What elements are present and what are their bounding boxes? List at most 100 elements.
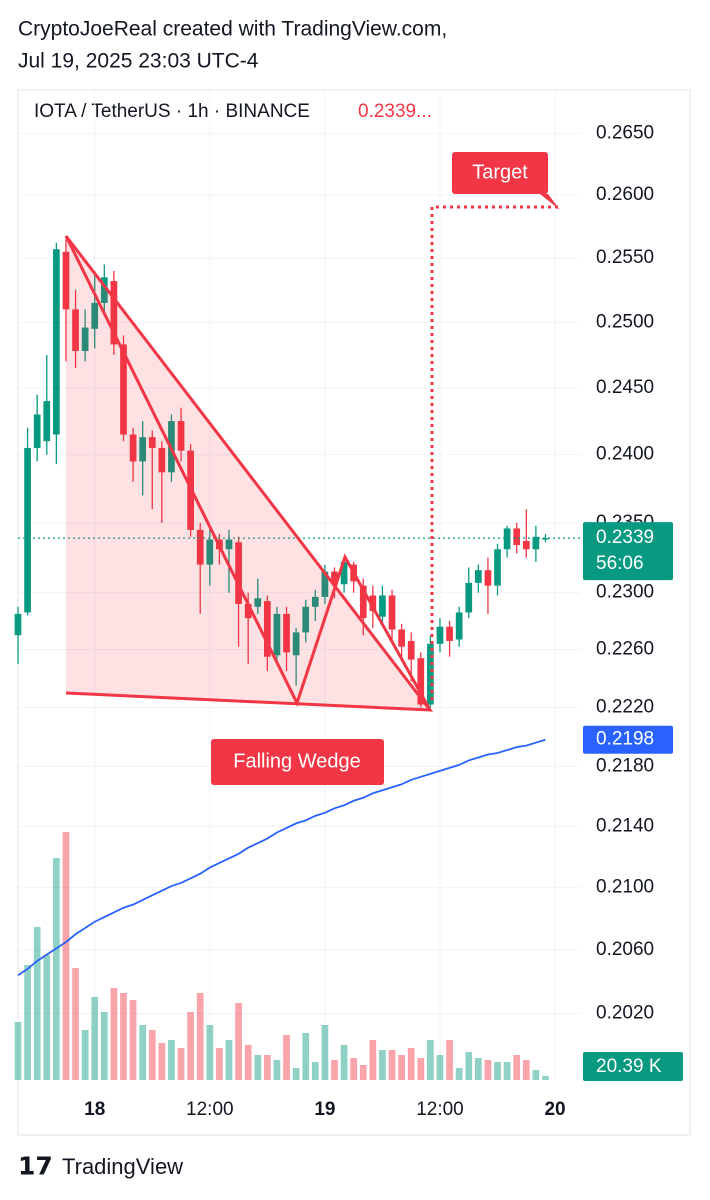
volume-bar: [388, 1050, 396, 1080]
volume-bar: [129, 1000, 137, 1080]
candle-body: [292, 632, 300, 656]
candle-body: [235, 542, 242, 604]
candle-body: [388, 595, 396, 630]
volume-bar: [398, 1055, 405, 1080]
volume-bar: [292, 1068, 300, 1080]
volume-bar: [91, 997, 99, 1080]
volume-bar: [359, 1065, 367, 1080]
candle-body: [148, 437, 156, 448]
y-tick-label: 0.2140: [596, 815, 654, 836]
volume-bar: [100, 1012, 108, 1080]
candle-body: [427, 643, 434, 705]
volume-bar: [407, 1048, 415, 1080]
volume-bar: [311, 1062, 319, 1080]
volume-bar: [522, 1060, 530, 1080]
volume-bar: [148, 1030, 156, 1080]
candle-body: [91, 302, 99, 329]
y-tick-label: 0.2300: [596, 582, 654, 603]
volume-bar: [474, 1058, 482, 1080]
volume-bar: [235, 1003, 242, 1080]
volume-bar: [417, 1058, 425, 1080]
candle-body: [513, 528, 521, 546]
price-badge: [583, 522, 673, 581]
volume-bar: [120, 993, 127, 1080]
candle-body: [110, 281, 118, 345]
credit: CryptoJoeReal created with TradingView.c…: [18, 18, 447, 41]
candle-body: [283, 613, 290, 653]
y-tick-label: 0.2220: [596, 696, 654, 717]
target-pointer: [540, 194, 560, 210]
candle-body: [196, 529, 204, 565]
ma-badge: [583, 725, 673, 754]
candle-body: [340, 561, 348, 585]
candle-body: [254, 598, 262, 607]
candle-body: [474, 570, 482, 583]
axis-labels: 0.2650 0.2600 0.2550 0.2500 0.2450 0.2400 0.23…: [84, 122, 683, 1120]
candle-body: [331, 571, 338, 585]
volume-bar: [72, 968, 79, 1080]
volume-bar: [273, 1060, 281, 1080]
candle-body: [263, 601, 271, 657]
candle-body: [100, 277, 108, 303]
volume-bar: [62, 832, 70, 1080]
candle-body: [158, 447, 166, 473]
volume-bar: [455, 1068, 463, 1080]
wedge-zigzag: [64, 235, 432, 711]
candle-body: [503, 528, 511, 550]
candle-body: [369, 595, 377, 612]
candle-body: [446, 626, 453, 641]
candle-body: [72, 309, 79, 351]
volume-bar: [14, 1022, 22, 1080]
candle-body: [494, 549, 501, 586]
candle-body: [177, 421, 185, 451]
volume-bar: [225, 1040, 233, 1080]
wedge-box: [211, 739, 384, 785]
x-tick-label: 19: [314, 1099, 335, 1120]
candle-body: [81, 327, 89, 351]
header-price: 0.2339...: [358, 101, 432, 122]
volume-bar: [24, 965, 31, 1080]
wedge: [64, 235, 434, 712]
volume-bar: [436, 1055, 444, 1080]
volume-bar: [321, 1025, 329, 1080]
timestamp: Jul 19, 2025 23:03 UTC-4: [18, 50, 259, 73]
volume-bar: [187, 1012, 194, 1080]
volume-bar: [158, 1043, 166, 1080]
candle-body: [273, 613, 281, 656]
volume-badge: [583, 1052, 683, 1081]
volume-bar: [369, 1040, 377, 1080]
brand: TradingView: [62, 1154, 183, 1179]
candle-body: [129, 434, 137, 462]
volume-bar: [33, 927, 41, 1080]
volume-bar: [283, 1035, 290, 1080]
candle-body: [225, 539, 233, 550]
volume-bar: [494, 1062, 501, 1080]
y-tick-label: 0.2180: [596, 755, 654, 776]
candle-body: [398, 629, 405, 647]
volume-bar: [139, 1025, 147, 1080]
volume-bar: [216, 1048, 223, 1080]
y-tick-label: 0.2400: [596, 444, 654, 465]
candle-body: [302, 606, 310, 633]
volume-label: 20.39 K: [596, 1056, 662, 1077]
countdown: 56:06: [596, 553, 644, 574]
x-tick-label: 12:00: [186, 1099, 234, 1120]
logo-mark: 𝟭𝟳: [18, 1153, 53, 1181]
y-tick-label: 0.2020: [596, 1003, 654, 1024]
candle-body: [139, 437, 147, 462]
candle-body: [436, 626, 444, 644]
candle-body: [33, 414, 41, 448]
volume-bar: [196, 993, 204, 1080]
candle-body: [321, 571, 329, 597]
target-box: [452, 152, 548, 194]
volume-bar: [503, 1062, 511, 1080]
price-label: 0.2339: [596, 527, 654, 548]
candle-body: [455, 612, 463, 640]
candle-body: [120, 344, 127, 435]
volume-bar: [110, 988, 118, 1080]
candle-body: [542, 538, 549, 540]
volume-bar: [465, 1052, 473, 1080]
volume-bar: [427, 1040, 434, 1080]
volume-bar: [446, 1040, 453, 1080]
candle-body: [417, 658, 425, 705]
